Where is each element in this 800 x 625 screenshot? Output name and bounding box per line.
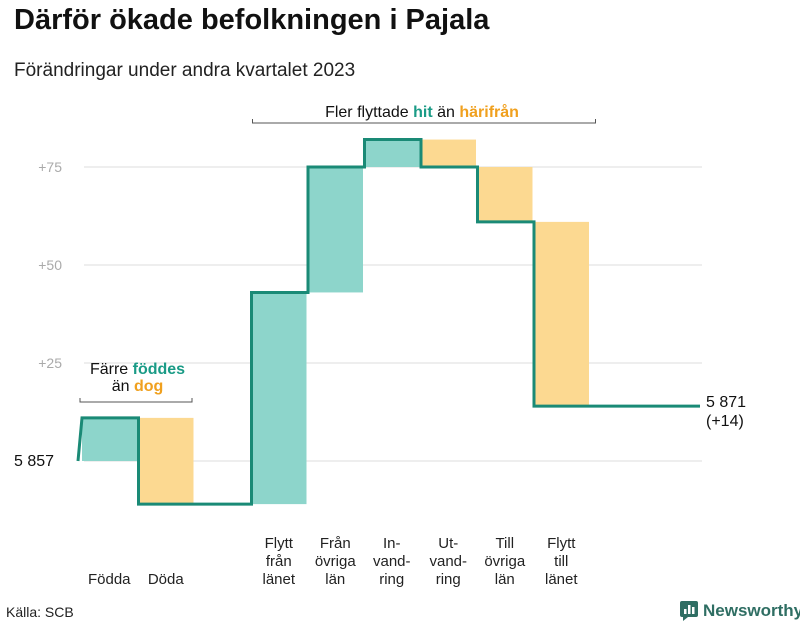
annotation-part: dog [134,378,163,395]
category-label: Flytt [547,535,576,552]
category-label: Döda [148,571,185,588]
category-label: Födda [88,571,131,588]
category-label: länet [545,571,578,588]
annotation-births-line1: Färre föddes [90,361,185,378]
category-label: övriga [484,553,526,570]
category-label: län [325,571,345,588]
y-tick-label: +50 [38,257,62,273]
y-tick-label: +25 [38,355,62,371]
cumulative-step-line [76,138,700,506]
waterfall-bar [251,292,307,505]
end-value-label: 5 871 [706,394,746,411]
source-note: Källa: SCB [6,604,74,620]
newsworthy-logo: Newsworthy [680,601,800,621]
annotation-part: Färre [90,361,133,378]
waterfall-bar [308,167,363,293]
annotation-births-line2: än dog [112,378,164,395]
annotation-part: härifrån [459,103,519,121]
category-label: vand- [429,553,467,570]
waterfall-bar [364,139,420,167]
category-label: Från [320,535,351,552]
waterfall-bar [534,221,589,407]
start-value-label: 5 857 [14,453,54,470]
category-label: Till [495,535,514,552]
end-change-label: (+14) [706,413,744,430]
annotation-migration-bracket [252,119,596,124]
waterfall-bar [421,139,476,167]
bar-chart-logo-icon [680,601,698,621]
annotation-part: än [433,104,460,121]
y-tick-label: +75 [38,159,62,175]
annotation-part: än [112,378,134,395]
logo-text: Newsworthy [703,601,800,620]
annotation-part: Fler flyttade [325,104,413,121]
category-label: till [554,553,568,570]
category-label: länet [262,571,295,588]
category-label: ring [379,571,404,588]
category-label: ring [436,571,461,588]
waterfall-bar [138,417,194,505]
chart-subtitle: Förändringar under andra kvartalet 2023 [14,60,356,81]
annotation-part: föddes [133,361,186,378]
category-label: vand- [373,553,411,570]
annotation-migration-text: Fler flyttade hit än härifrån [325,103,519,121]
category-label: län [495,571,515,588]
category-label: In- [383,535,401,552]
waterfall-bar [82,417,137,461]
category-label: övriga [315,553,357,570]
waterfall-bar [477,167,533,222]
chart-title: Därför ökade befolkningen i Pajala [14,4,490,36]
category-label: Ut- [438,535,458,552]
category-label: från [266,553,292,570]
annotation-births-bracket [79,398,193,403]
annotation-part: hit [413,104,433,121]
category-label: Flytt [265,535,294,552]
